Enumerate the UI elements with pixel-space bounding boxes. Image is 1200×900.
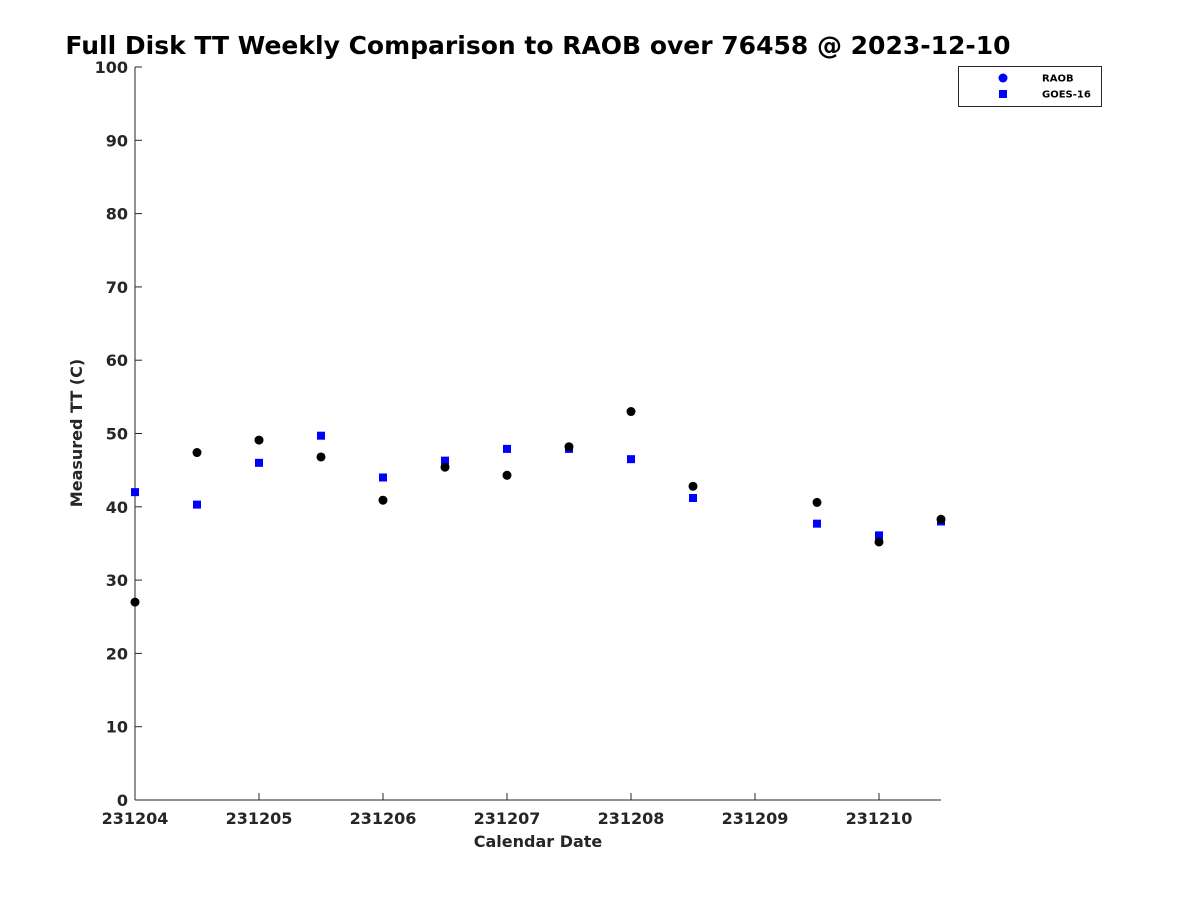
goes-16-point bbox=[503, 444, 511, 453]
y-tick-label: 90 bbox=[106, 131, 128, 150]
legend-raob-label: RAOB bbox=[1042, 74, 1074, 85]
legend-goes-marker bbox=[999, 90, 1007, 98]
x-tick-label: 231207 bbox=[474, 809, 541, 828]
x-tick-label: 231209 bbox=[722, 809, 789, 828]
raob-point bbox=[812, 497, 822, 507]
goes-16-point bbox=[131, 488, 139, 497]
goes-16-point bbox=[255, 458, 263, 467]
x-tick-label: 231205 bbox=[226, 809, 293, 828]
y-tick-label: 30 bbox=[106, 571, 128, 590]
goes-16-point bbox=[689, 494, 697, 503]
y-tick-label: 100 bbox=[95, 58, 128, 77]
goes-16-point bbox=[813, 519, 821, 528]
legend-box bbox=[958, 66, 1102, 107]
x-axis-label: Calendar Date bbox=[474, 832, 603, 851]
raob-point bbox=[440, 462, 450, 472]
x-tick-label: 231210 bbox=[846, 809, 913, 828]
y-tick-label: 20 bbox=[106, 644, 128, 663]
raob-point bbox=[936, 514, 946, 524]
data-points bbox=[130, 407, 946, 607]
goes-16-point bbox=[627, 455, 635, 464]
raob-point bbox=[688, 481, 698, 491]
x-tick-label: 231204 bbox=[102, 809, 169, 828]
raob-point bbox=[254, 435, 264, 445]
y-tick-label: 0 bbox=[117, 791, 128, 810]
goes-16-point bbox=[317, 431, 325, 440]
raob-point bbox=[316, 452, 326, 462]
legend-goes-label: GOES-16 bbox=[1042, 90, 1091, 101]
goes-16-point bbox=[441, 456, 449, 465]
raob-point bbox=[378, 495, 388, 505]
y-tick-label: 50 bbox=[106, 425, 128, 444]
raob-point bbox=[626, 407, 636, 417]
raob-point bbox=[564, 442, 574, 452]
raob-point bbox=[502, 470, 512, 480]
y-tick-label: 70 bbox=[106, 278, 128, 297]
chart-title: Full Disk TT Weekly Comparison to RAOB o… bbox=[65, 31, 1010, 60]
plot-axes bbox=[134, 67, 941, 801]
y-ticks: 0 10 20 30 40 50 60 70 80 90 100 bbox=[95, 58, 142, 810]
legend-raob-marker bbox=[998, 73, 1008, 83]
raob-point bbox=[192, 448, 202, 458]
legend: RAOB GOES-16 bbox=[958, 66, 1102, 107]
goes-16-point bbox=[379, 473, 387, 482]
y-tick-label: 60 bbox=[106, 351, 128, 370]
raob-point bbox=[130, 597, 140, 607]
y-tick-label: 10 bbox=[106, 718, 128, 737]
goes-16-point bbox=[193, 500, 201, 509]
x-ticks: 231204 231205 231206 231207 231208 231209 2312… bbox=[102, 793, 913, 828]
x-tick-label: 231206 bbox=[350, 809, 417, 828]
raob-point bbox=[874, 537, 884, 547]
goes-16-point bbox=[875, 531, 883, 540]
y-axis-label: Measured TT (C) bbox=[67, 359, 86, 507]
x-tick-label: 231208 bbox=[598, 809, 665, 828]
y-tick-label: 40 bbox=[106, 498, 128, 517]
y-tick-label: 80 bbox=[106, 205, 128, 224]
